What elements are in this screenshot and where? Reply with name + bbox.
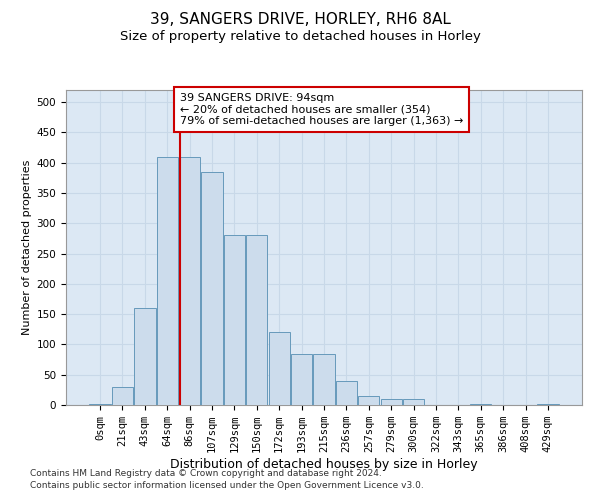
X-axis label: Distribution of detached houses by size in Horley: Distribution of detached houses by size …	[170, 458, 478, 471]
Text: Contains public sector information licensed under the Open Government Licence v3: Contains public sector information licen…	[30, 481, 424, 490]
Bar	[470, 404, 491, 405]
Text: Size of property relative to detached houses in Horley: Size of property relative to detached ho…	[119, 30, 481, 43]
Text: 39 SANGERS DRIVE: 94sqm
← 20% of detached houses are smaller (354)
79% of semi-d: 39 SANGERS DRIVE: 94sqm ← 20% of detache…	[179, 93, 463, 126]
Bar	[112, 387, 133, 405]
Bar	[269, 332, 290, 405]
Bar	[134, 308, 155, 405]
Text: 39, SANGERS DRIVE, HORLEY, RH6 8AL: 39, SANGERS DRIVE, HORLEY, RH6 8AL	[149, 12, 451, 28]
Bar	[202, 172, 223, 405]
Bar	[336, 381, 357, 405]
Bar	[537, 404, 559, 405]
Text: Contains HM Land Registry data © Crown copyright and database right 2024.: Contains HM Land Registry data © Crown c…	[30, 468, 382, 477]
Bar	[246, 236, 268, 405]
Bar	[224, 236, 245, 405]
Bar	[291, 354, 312, 405]
Bar	[157, 156, 178, 405]
Bar	[89, 404, 111, 405]
Bar	[179, 156, 200, 405]
Bar	[380, 399, 402, 405]
Bar	[403, 399, 424, 405]
Bar	[313, 354, 335, 405]
Y-axis label: Number of detached properties: Number of detached properties	[22, 160, 32, 335]
Bar	[358, 396, 379, 405]
